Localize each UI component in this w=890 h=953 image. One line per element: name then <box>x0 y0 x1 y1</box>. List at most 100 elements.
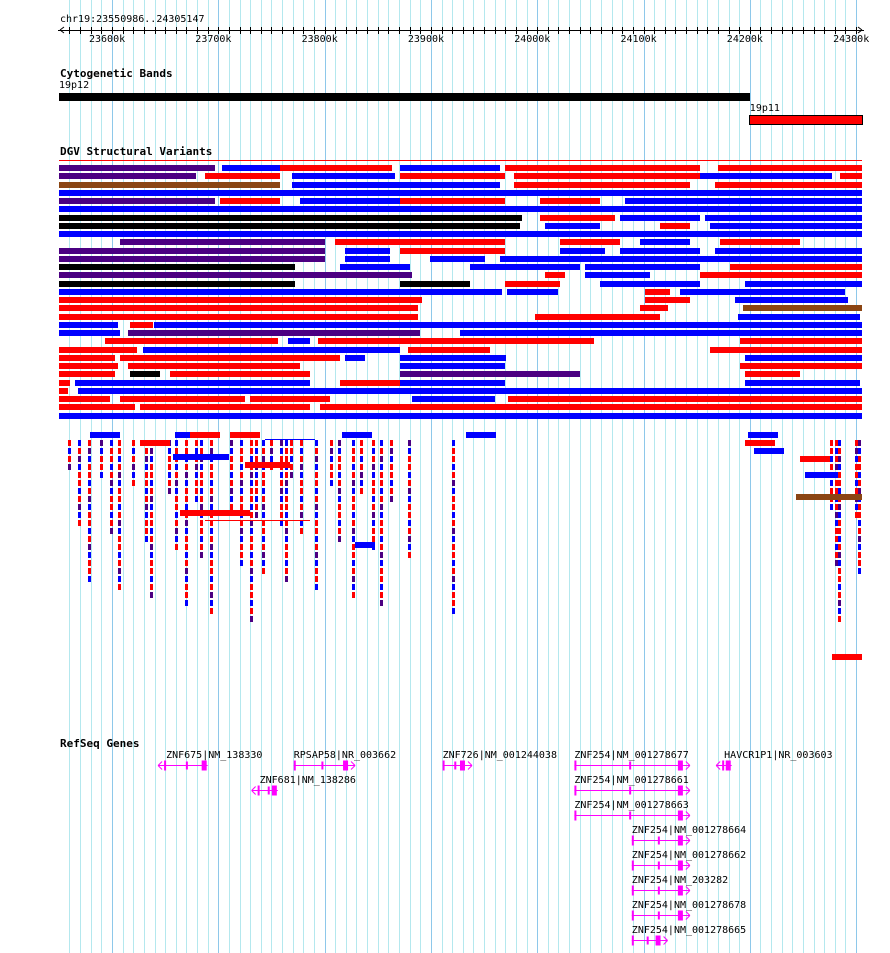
cytoband-19p12[interactable] <box>59 93 750 101</box>
gene-label[interactable]: ZNF675|NM_138330 <box>166 750 263 761</box>
dgv-feature <box>835 456 838 462</box>
dgv-feature <box>838 456 841 462</box>
dgv-feature <box>452 600 455 606</box>
dgv-feature <box>59 314 418 320</box>
dgv-feature <box>118 488 121 494</box>
dgv-feature <box>150 536 153 542</box>
dgv-feature <box>390 456 393 462</box>
dgv-feature <box>195 464 198 470</box>
gene-label[interactable]: ZNF726|NM_001244038 <box>442 750 557 761</box>
dgv-feature <box>262 544 265 550</box>
ruler-axis[interactable] <box>58 30 864 31</box>
dgv-feature <box>250 528 253 534</box>
dgv-feature <box>514 182 690 188</box>
gene-exon <box>574 760 577 771</box>
dgv-feature <box>300 528 303 534</box>
dgv-feature <box>200 528 203 534</box>
dgv-feature <box>700 272 862 278</box>
dgv-feature <box>745 355 862 361</box>
dgv-feature <box>59 404 135 410</box>
dgv-feature <box>338 504 341 510</box>
strand-arrow-icon <box>663 936 668 941</box>
dgv-feature <box>88 552 91 558</box>
dgv-feature <box>59 264 295 270</box>
dgv-feature <box>360 448 363 454</box>
gene-label[interactable]: ZNF254|NM_001278664 <box>631 825 747 836</box>
strand-arrow-icon <box>157 761 163 766</box>
gene-exon <box>185 761 188 770</box>
dgv-feature <box>230 472 233 478</box>
gene-label[interactable]: ZNF254|NM_001278677 <box>574 750 689 761</box>
dgv-feature <box>280 448 283 454</box>
dgv-feature <box>59 388 68 394</box>
dgv-feature <box>858 448 861 454</box>
dgv-feature <box>835 560 838 566</box>
dgv-feature <box>185 560 188 566</box>
gene-label[interactable]: RPSAP58|NR_003662 <box>293 750 397 761</box>
dgv-feature <box>175 464 178 470</box>
dgv-feature <box>835 464 838 470</box>
dgv-feature <box>745 371 800 377</box>
dgv-feature <box>140 440 170 446</box>
dgv-feature <box>175 488 178 494</box>
dgv-feature <box>175 512 178 518</box>
dgv-feature <box>452 528 455 534</box>
dgv-feature <box>300 472 303 478</box>
dgv-feature <box>452 576 455 582</box>
dgv-feature <box>240 560 243 566</box>
dgv-feature <box>730 264 862 270</box>
dgv-feature <box>59 190 862 196</box>
dgv-feature <box>855 448 858 454</box>
dgv-feature <box>835 504 838 510</box>
dgv-feature <box>145 472 148 478</box>
dgv-feature <box>855 480 858 486</box>
dgv-feature <box>858 552 861 558</box>
gene-label[interactable]: HAVCR1P1|NR_003603 <box>724 750 833 761</box>
gene-label[interactable]: ZNF681|NM_138286 <box>259 775 356 786</box>
dgv-feature <box>185 488 188 494</box>
dgv-feature <box>452 448 455 454</box>
dgv-feature <box>145 456 148 462</box>
gene-label[interactable]: ZNF254|NM_203282 <box>631 875 729 886</box>
dgv-feature <box>200 544 203 550</box>
gene-exon <box>442 760 445 771</box>
dgv-feature <box>118 456 121 462</box>
dgv-feature <box>360 440 363 446</box>
gene-exon <box>631 835 634 846</box>
dgv-feature <box>78 480 81 486</box>
gene-label[interactable]: ZNF254|NM_001278665 <box>631 925 747 936</box>
dgv-feature <box>315 496 318 502</box>
dgv-feature <box>105 338 278 344</box>
dgv-feature <box>110 512 113 518</box>
dgv-feature <box>185 592 188 598</box>
dgv-feature <box>285 512 288 518</box>
strand-arrow-icon <box>685 890 691 895</box>
dgv-feature <box>88 496 91 502</box>
gene-label[interactable]: ZNF254|NM_001278678 <box>631 900 747 911</box>
dgv-feature <box>390 472 393 478</box>
dgv-feature <box>210 536 213 542</box>
dgv-feature <box>315 520 318 526</box>
dgv-feature <box>285 544 288 550</box>
dgv-feature <box>380 592 383 598</box>
dgv-feature <box>118 528 121 534</box>
dgv-feature <box>372 536 375 542</box>
dgv-feature <box>352 544 355 550</box>
gene-exon <box>454 761 457 770</box>
dgv-feature <box>210 600 213 606</box>
dgv-feature <box>290 464 293 470</box>
dgv-feature <box>858 440 861 446</box>
cytoband-19p11[interactable] <box>748 115 863 125</box>
dgv-feature <box>195 496 198 502</box>
dgv-feature <box>680 289 845 295</box>
gene-label[interactable]: ZNF254|NM_001278662 <box>631 850 747 861</box>
dgv-feature <box>78 456 81 462</box>
dgv-feature <box>300 480 303 486</box>
dgv-feature <box>195 448 198 454</box>
dgv-feature <box>195 480 198 486</box>
gene-label[interactable]: ZNF254|NM_001278663 <box>574 800 689 811</box>
dgv-feature <box>838 608 841 614</box>
gene-label[interactable]: ZNF254|NM_001278661 <box>574 775 689 786</box>
dgv-feature <box>285 536 288 542</box>
